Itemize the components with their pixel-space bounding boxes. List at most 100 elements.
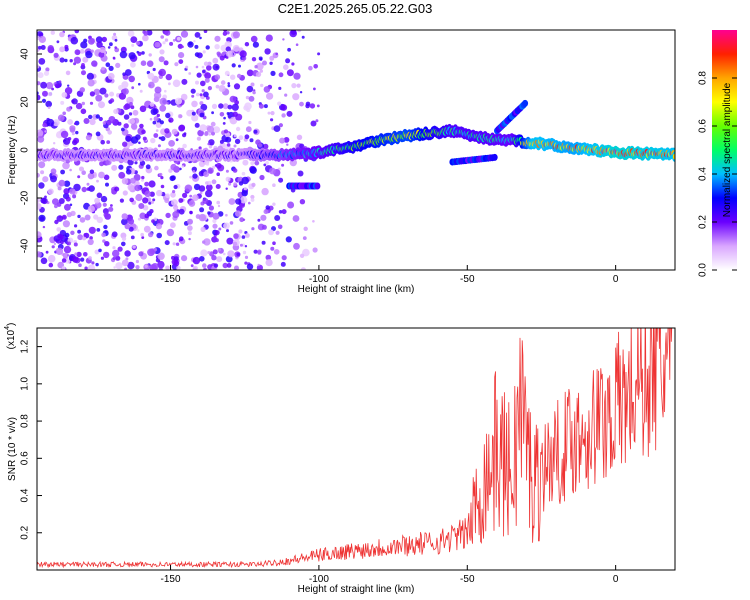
noise-speckle xyxy=(67,137,72,141)
noise-speckle xyxy=(277,101,282,106)
noise-speckle xyxy=(265,259,273,267)
noise-speckle xyxy=(135,41,141,46)
noise-speckle xyxy=(270,118,274,122)
noise-speckle xyxy=(275,52,279,56)
noise-speckle xyxy=(62,161,70,170)
noise-speckle xyxy=(81,63,85,67)
noise-speckle xyxy=(207,251,211,254)
noise-speckle xyxy=(61,258,67,263)
noise-speckle xyxy=(55,247,64,255)
noise-speckle xyxy=(178,52,185,59)
noise-speckle xyxy=(50,168,57,175)
noise-speckle xyxy=(150,137,156,144)
noise-speckle xyxy=(118,171,126,179)
noise-speckle xyxy=(312,247,318,253)
noise-speckle xyxy=(56,40,60,44)
noise-speckle xyxy=(173,184,178,190)
noise-speckle xyxy=(74,30,80,34)
spectrogram-panel: -150 -100 -50 0 -40 -20 0 20 40 Height of strai… xyxy=(7,29,676,295)
noise-speckle xyxy=(269,167,276,175)
noise-speckle xyxy=(234,138,241,145)
noise-speckle xyxy=(280,104,288,111)
noise-speckle xyxy=(138,141,141,145)
noise-speckle xyxy=(226,229,229,233)
noise-speckle xyxy=(94,249,100,255)
noise-speckle xyxy=(260,83,264,88)
colorbar: 0.0 0.2 0.4 0.6 0.8 Normalized spectral ampl… xyxy=(698,30,737,277)
noise-speckle xyxy=(85,50,93,59)
noise-speckle xyxy=(207,211,211,215)
noise-speckle xyxy=(62,220,70,228)
noise-speckle xyxy=(251,182,256,187)
noise-speckle xyxy=(212,57,219,64)
noise-speckle xyxy=(187,225,193,231)
noise-speckle xyxy=(40,197,47,204)
noise-speckle xyxy=(65,70,71,76)
noise-speckle xyxy=(315,119,319,123)
noise-speckle xyxy=(100,195,108,203)
noise-speckle xyxy=(274,215,281,221)
noise-speckle xyxy=(174,204,177,207)
noise-speckle xyxy=(233,134,237,138)
noise-speckle xyxy=(89,169,95,174)
snr-scale-factor: (x104) xyxy=(4,323,17,350)
noise-speckle xyxy=(194,32,201,38)
noise-speckle xyxy=(129,102,133,106)
noise-speckle xyxy=(47,106,51,109)
noise-speckle xyxy=(299,101,304,107)
noise-speckle xyxy=(73,137,80,144)
noise-speckle xyxy=(131,43,135,47)
noise-speckle xyxy=(300,267,306,270)
noise-speckle xyxy=(265,205,270,210)
noise-speckle xyxy=(267,111,271,115)
noise-speckle xyxy=(278,123,283,128)
noise-speckle xyxy=(138,82,141,86)
noise-speckle xyxy=(195,65,199,69)
noise-speckle xyxy=(194,122,200,128)
noise-speckle xyxy=(103,251,110,259)
noise-speckle xyxy=(203,171,210,178)
noise-speckle xyxy=(132,109,139,116)
noise-speckle xyxy=(132,245,136,249)
noise-speckle xyxy=(77,214,81,219)
noise-speckle xyxy=(245,126,252,133)
noise-speckle xyxy=(205,162,210,166)
noise-speckle xyxy=(216,256,223,263)
noise-speckle xyxy=(254,65,258,69)
noise-speckle xyxy=(168,82,171,86)
noise-speckle xyxy=(292,93,300,101)
noise-speckle xyxy=(61,92,68,98)
noise-speckle xyxy=(280,261,286,267)
y-tick-label: 0.8 xyxy=(20,414,31,428)
noise-speckle xyxy=(40,257,48,265)
noise-speckle xyxy=(40,81,47,89)
noise-speckle xyxy=(218,85,226,92)
noise-speckle xyxy=(236,252,240,257)
noise-speckle xyxy=(105,62,111,67)
noise-speckle xyxy=(293,242,300,250)
noise-speckle xyxy=(38,45,42,50)
noise-speckle xyxy=(126,97,130,101)
noise-speckle xyxy=(228,198,236,205)
noise-speckle xyxy=(282,38,285,41)
noise-speckle xyxy=(212,218,217,224)
noise-speckle xyxy=(199,36,202,40)
noise-speckle xyxy=(83,252,88,257)
noise-speckle xyxy=(60,130,69,139)
noise-speckle xyxy=(239,202,245,208)
noise-speckle xyxy=(222,262,228,269)
noise-speckle xyxy=(159,104,167,112)
noise-speckle xyxy=(225,176,231,182)
noise-speckle xyxy=(75,130,79,135)
noise-speckle xyxy=(281,163,285,167)
noise-speckle xyxy=(154,165,159,171)
noise-speckle xyxy=(158,56,165,63)
noise-speckle xyxy=(57,233,62,238)
noise-speckle xyxy=(253,249,258,254)
noise-speckle xyxy=(74,224,78,228)
noise-speckle xyxy=(215,84,220,89)
noise-speckle xyxy=(108,116,116,123)
noise-speckle xyxy=(223,116,226,120)
noise-speckle xyxy=(178,208,185,215)
noise-speckle xyxy=(160,184,165,189)
